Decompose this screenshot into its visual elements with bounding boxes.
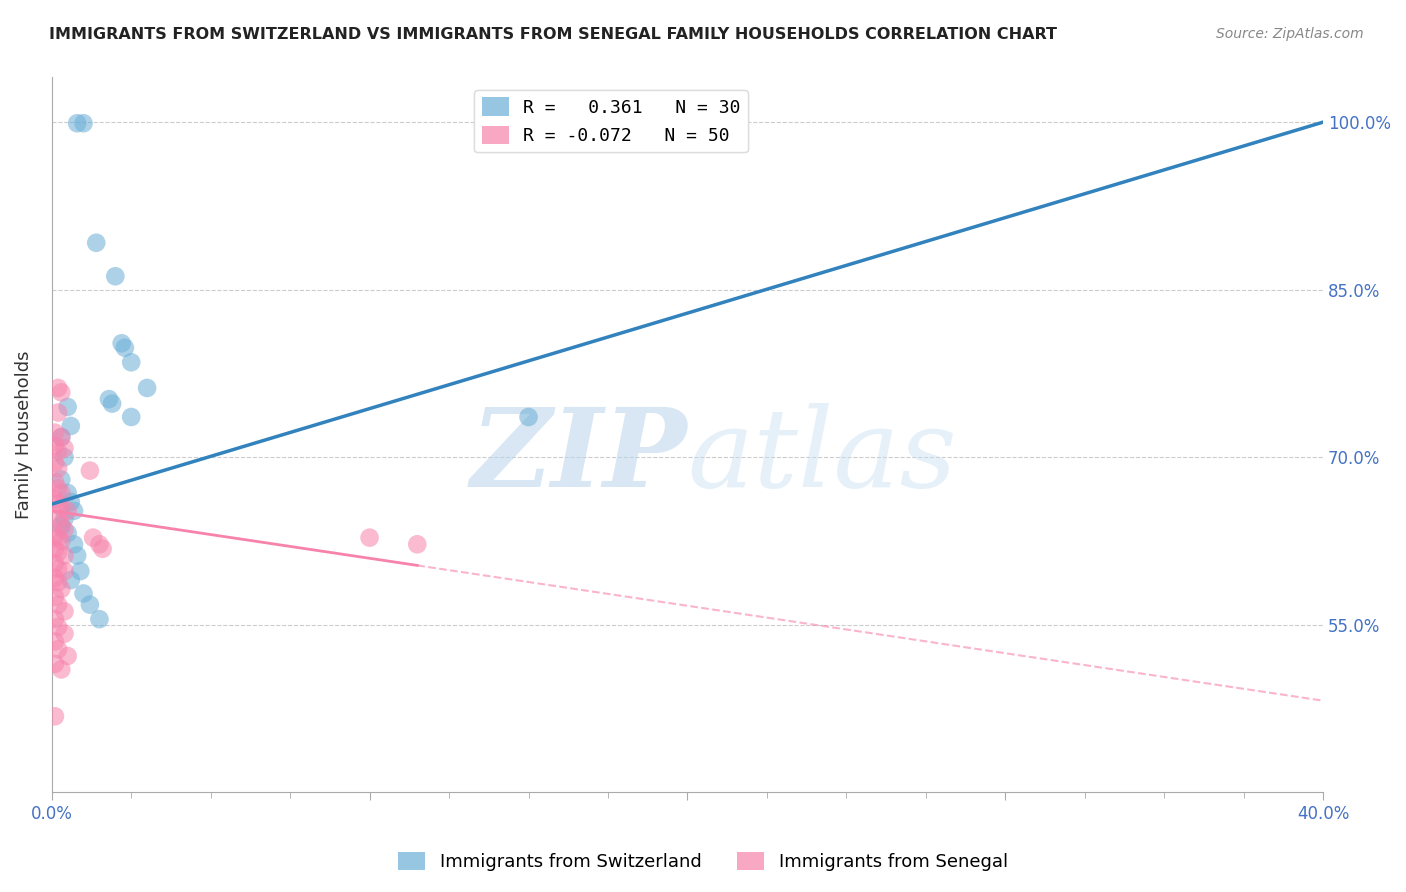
Point — [63, 537, 86, 551]
Point — [63, 504, 86, 518]
Point — [46, 620, 69, 634]
Point — [53, 450, 76, 465]
Point — [46, 405, 69, 419]
Y-axis label: Family Households: Family Households — [15, 351, 32, 519]
Point — [46, 531, 69, 545]
Point — [56, 504, 79, 518]
Point — [136, 381, 159, 395]
Point — [46, 511, 69, 525]
Point — [44, 709, 66, 723]
Point — [51, 473, 73, 487]
Point — [69, 564, 91, 578]
Point — [59, 418, 82, 433]
Point — [53, 626, 76, 640]
Point — [44, 475, 66, 489]
Point — [46, 562, 69, 576]
Point — [72, 586, 94, 600]
Point — [53, 523, 76, 537]
Point — [53, 604, 76, 618]
Point — [91, 541, 114, 556]
Point — [44, 657, 66, 671]
Point — [120, 355, 142, 369]
Point — [44, 571, 66, 585]
Point — [111, 336, 134, 351]
Point — [44, 528, 66, 542]
Point — [97, 392, 120, 406]
Point — [46, 444, 69, 458]
Point — [51, 517, 73, 532]
Point — [51, 486, 73, 500]
Point — [406, 537, 429, 551]
Point — [51, 519, 73, 533]
Point — [44, 557, 66, 571]
Point — [51, 385, 73, 400]
Point — [359, 531, 381, 545]
Point — [104, 269, 127, 284]
Point — [114, 341, 136, 355]
Point — [51, 430, 73, 444]
Point — [56, 486, 79, 500]
Point — [56, 400, 79, 414]
Point — [46, 598, 69, 612]
Point — [79, 598, 101, 612]
Text: ZIP: ZIP — [471, 402, 688, 510]
Point — [44, 456, 66, 470]
Point — [82, 531, 104, 545]
Point — [44, 425, 66, 440]
Point — [46, 497, 69, 511]
Point — [72, 116, 94, 130]
Point — [44, 492, 66, 507]
Point — [46, 545, 69, 559]
Point — [56, 526, 79, 541]
Text: atlas: atlas — [688, 402, 957, 510]
Point — [59, 495, 82, 509]
Point — [51, 430, 73, 444]
Point — [66, 549, 89, 563]
Point — [59, 573, 82, 587]
Point — [53, 549, 76, 563]
Point — [46, 642, 69, 657]
Point — [51, 582, 73, 596]
Point — [44, 612, 66, 626]
Point — [44, 634, 66, 648]
Text: Source: ZipAtlas.com: Source: ZipAtlas.com — [1216, 27, 1364, 41]
Point — [46, 461, 69, 475]
Point — [53, 442, 76, 456]
Point — [84, 235, 107, 250]
Point — [46, 482, 69, 496]
Point — [46, 381, 69, 395]
Point — [51, 533, 73, 548]
Point — [44, 541, 66, 556]
Point — [51, 662, 73, 676]
Point — [51, 500, 73, 515]
Point — [101, 396, 124, 410]
Point — [46, 575, 69, 590]
Point — [56, 648, 79, 663]
Point — [89, 537, 111, 551]
Point — [53, 511, 76, 525]
Point — [120, 409, 142, 424]
Point — [66, 116, 89, 130]
Point — [44, 439, 66, 453]
Point — [44, 590, 66, 604]
Point — [79, 464, 101, 478]
Text: IMMIGRANTS FROM SWITZERLAND VS IMMIGRANTS FROM SENEGAL FAMILY HOUSEHOLDS CORRELA: IMMIGRANTS FROM SWITZERLAND VS IMMIGRANT… — [49, 27, 1057, 42]
Legend: Immigrants from Switzerland, Immigrants from Senegal: Immigrants from Switzerland, Immigrants … — [391, 845, 1015, 879]
Point — [517, 409, 540, 424]
Point — [89, 612, 111, 626]
Point — [53, 564, 76, 578]
Legend: R =   0.361   N = 30, R = -0.072   N = 50: R = 0.361 N = 30, R = -0.072 N = 50 — [474, 90, 748, 153]
